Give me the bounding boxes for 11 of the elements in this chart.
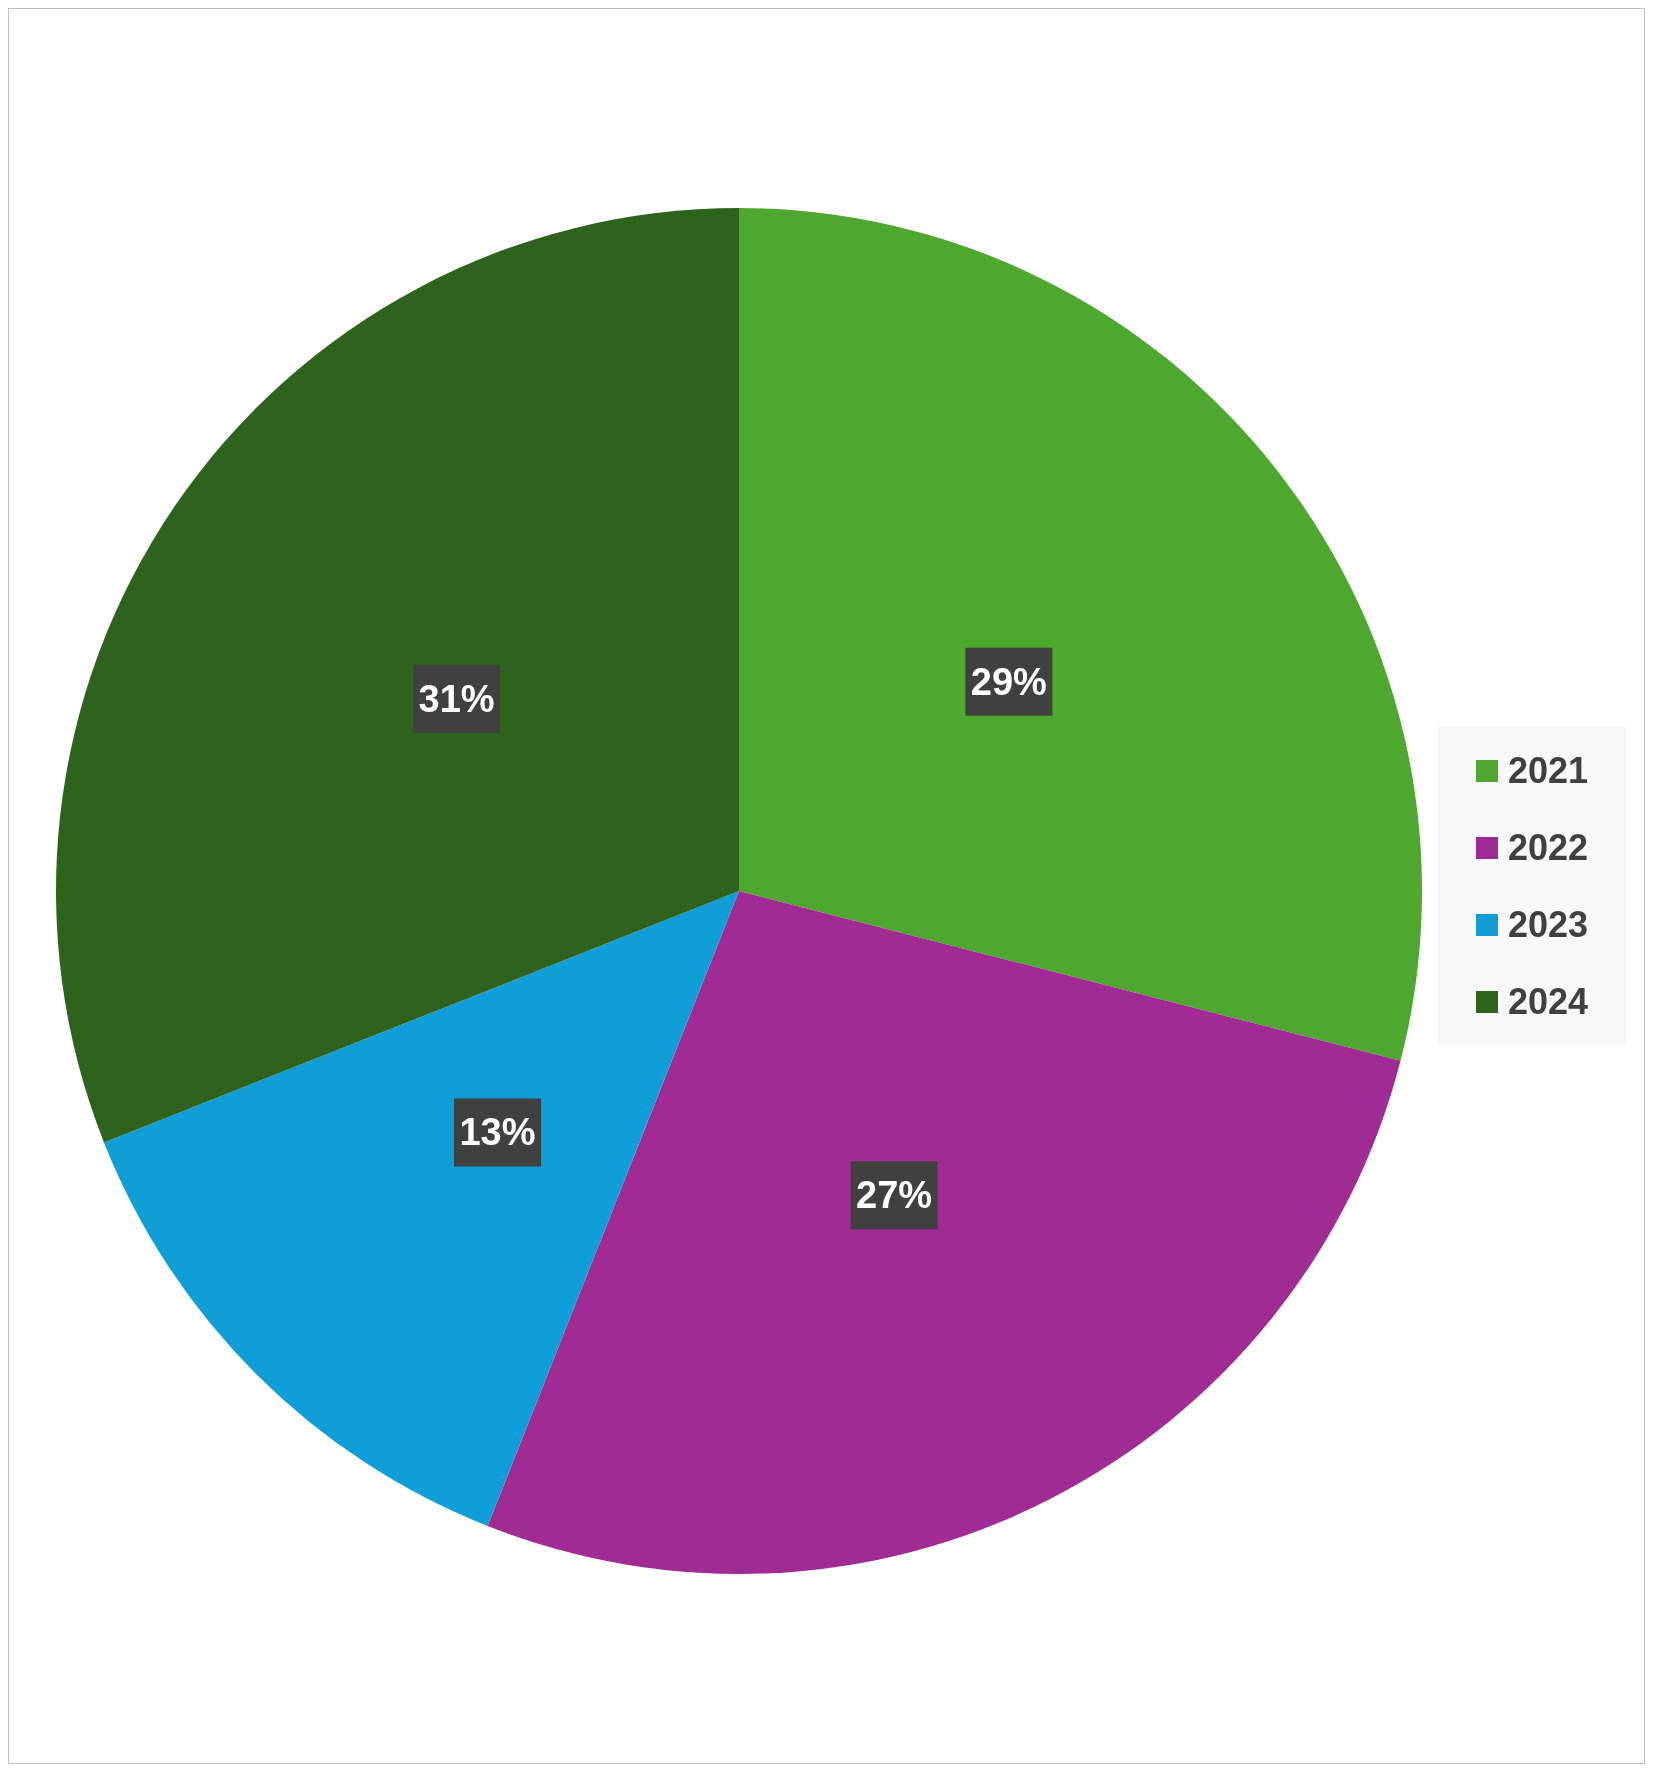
legend-label: 2022: [1507, 827, 1588, 868]
data-label: 29%: [970, 660, 1047, 703]
data-label: 13%: [459, 1111, 536, 1154]
data-label: 27%: [856, 1174, 933, 1217]
pie-slice: [56, 208, 739, 1143]
legend-label: 2021: [1507, 750, 1588, 791]
data-label: 31%: [418, 678, 495, 721]
pie-slice: [739, 208, 1422, 1061]
legend-label: 2024: [1507, 981, 1588, 1022]
legend-label: 2023: [1507, 904, 1588, 945]
pie-slice: [103, 891, 739, 1527]
